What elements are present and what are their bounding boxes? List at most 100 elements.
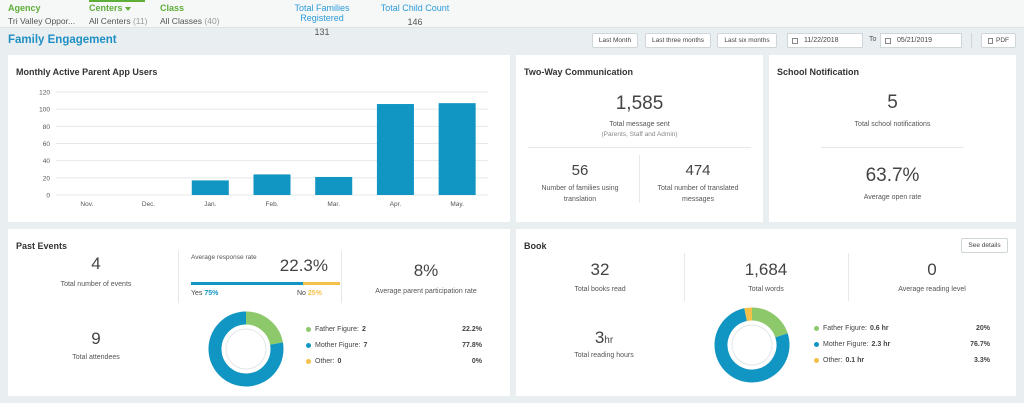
divider: [528, 147, 751, 148]
legend-dot-icon: [306, 342, 311, 348]
response-rate-yes-fill: [191, 282, 303, 285]
monthly-users-card: Monthly Active Parent App Users 0 20 40 60 8…: [8, 55, 510, 222]
agency-filter-value: Tri Valley Oppor...: [8, 16, 76, 26]
participation-rate-label: Average parent participation rate: [375, 288, 477, 295]
divider: [639, 155, 640, 203]
y-tick-label: 80: [43, 124, 51, 131]
legend-name: Other:: [315, 357, 335, 365]
families-registered-value: 131: [314, 27, 330, 37]
document-icon: [988, 37, 993, 44]
legend-row: Father Figure: 0.6 hr 20%: [814, 320, 990, 336]
filter-bar: Agency Tri Valley Oppor... Centers All C…: [0, 0, 1024, 37]
reading-hours-value: 3hr: [516, 328, 692, 348]
school-notifications-value: 5: [887, 92, 898, 113]
response-yes: Yes 75%: [191, 290, 218, 297]
divider: [178, 251, 179, 303]
calendar-icon: [885, 37, 891, 44]
x-tick-label: Jan.: [204, 201, 216, 208]
donut-segment[interactable]: [714, 308, 790, 383]
divider: [821, 147, 964, 148]
bar[interactable]: [315, 176, 353, 195]
child-count-value: 146: [407, 17, 423, 27]
x-tick-label: Apr.: [390, 201, 402, 208]
two-way-title: Two-Way Communication: [524, 67, 633, 77]
to-label: To: [869, 36, 877, 43]
yes-value: 75%: [204, 290, 219, 297]
to-date-field[interactable]: 05/21/2019: [880, 33, 962, 48]
legend-amount: 7: [363, 341, 368, 349]
donut-segment[interactable]: [751, 307, 788, 338]
total-events-value: 4: [91, 254, 101, 273]
legend-amount: 0.1 hr: [845, 356, 865, 364]
legend-name: Other:: [823, 356, 843, 364]
legend-name: Father Figure:: [823, 324, 867, 332]
pdf-button-label: PDF: [996, 37, 1009, 44]
donut-segment[interactable]: [744, 307, 753, 322]
legend-amount: 0: [337, 357, 342, 365]
legend-amount: 2.3 hr: [871, 340, 891, 348]
x-tick-label: Nov.: [80, 201, 93, 208]
legend-dot-icon: [306, 358, 311, 364]
total-words-value: 1,684: [744, 260, 788, 279]
class-filter[interactable]: Class All Classes (40): [160, 3, 220, 26]
last-three-months-button[interactable]: Last three months: [645, 33, 711, 48]
attendees-legend: Father Figure: 2 22.2% Mother Figure: 7 77.…: [306, 321, 482, 369]
legend-dot-icon: [814, 325, 819, 331]
total-words-label: Total words: [748, 286, 784, 293]
response-rate-value: 22.3%: [279, 256, 328, 275]
centers-filter[interactable]: Centers All Centers (11): [89, 0, 147, 26]
see-details-button[interactable]: See details: [961, 238, 1008, 253]
reading-hours-donut-chart: [714, 307, 790, 383]
reading-level-value: 0: [927, 260, 937, 279]
legend-percent: 0%: [471, 357, 482, 365]
families-translation-label: Number of families using translation: [541, 185, 619, 203]
y-tick-label: 0: [46, 193, 50, 200]
two-way-communication-card: Two-Way Communication 1,585 Total messag…: [516, 55, 763, 222]
total-messages-value: 1,585: [615, 93, 664, 114]
agency-filter[interactable]: Agency Tri Valley Oppor...: [8, 3, 75, 26]
bar[interactable]: [438, 103, 476, 195]
legend-amount: 2: [361, 325, 366, 333]
legend-name: Mother Figure:: [823, 340, 869, 348]
divider: [848, 253, 849, 301]
legend-percent: 3.3%: [974, 356, 990, 364]
legend-name: Father Figure:: [315, 325, 359, 333]
legend-percent: 20%: [975, 324, 990, 332]
x-tick-label: Dec.: [142, 201, 156, 208]
from-date-field[interactable]: 11/22/2018: [787, 33, 863, 48]
child-count-summary: Total Child Count 146: [380, 3, 450, 27]
families-translation-value: 56: [571, 162, 589, 179]
school-notification-card: School Notification 5 Total school notif…: [769, 55, 1016, 222]
pdf-button[interactable]: PDF: [981, 33, 1016, 48]
monthly-users-title: Monthly Active Parent App Users: [16, 67, 158, 77]
last-six-months-button[interactable]: Last six months: [717, 33, 777, 48]
class-count: (40): [204, 16, 220, 26]
bar[interactable]: [253, 174, 291, 195]
x-tick-label: Mar.: [327, 201, 340, 208]
school-notification-title: School Notification: [777, 67, 859, 77]
response-no: No 25%: [297, 290, 322, 297]
legend-row: Mother Figure: 2.3 hr 76.7%: [814, 336, 990, 352]
legend-row: Mother Figure: 7 77.8%: [306, 337, 482, 353]
total-attendees-label: Total attendees: [72, 354, 120, 361]
bar[interactable]: [191, 180, 229, 195]
y-tick-label: 120: [39, 90, 50, 97]
bar[interactable]: [376, 104, 414, 195]
divider: [684, 253, 685, 301]
centers-filter-label: Centers: [89, 3, 123, 13]
page-title: Family Engagement: [8, 34, 117, 46]
divider: [341, 251, 342, 303]
response-rate-label: Average response rate: [191, 254, 257, 261]
agency-filter-label: Agency: [8, 3, 41, 13]
school-notifications-label: Total school notifications: [854, 121, 931, 128]
legend-percent: 76.7%: [970, 340, 990, 348]
child-count-label: Total Child Count: [380, 3, 450, 13]
last-month-button[interactable]: Last Month: [592, 33, 638, 48]
legend-row: Other: 0.1 hr 3.3%: [814, 352, 990, 368]
legend-dot-icon: [814, 341, 819, 347]
donut-segment[interactable]: [208, 311, 284, 387]
books-read-label: Total books read: [574, 286, 626, 293]
open-rate-label: Average open rate: [863, 194, 922, 201]
donut-segment[interactable]: [245, 311, 283, 346]
to-date-value: 05/21/2019: [897, 37, 933, 44]
